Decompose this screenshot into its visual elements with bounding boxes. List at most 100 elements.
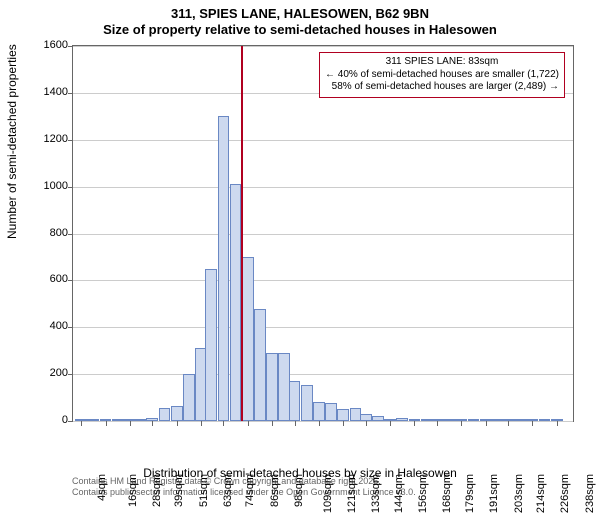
histogram-bar [289,381,301,421]
x-tick-label: 133sqm [370,474,382,513]
x-tick-label: 156sqm [417,474,429,513]
x-tick-mark [437,421,438,426]
y-tick-label: 400 [28,320,68,332]
y-tick-mark [68,327,73,328]
y-tick-label: 1600 [28,39,68,51]
y-tick-label: 1400 [28,86,68,98]
gridline-h [73,421,573,422]
x-tick-label: 238sqm [584,474,596,513]
annotation-line3: 58% of semi-detached houses are larger (… [325,81,559,94]
y-tick-label: 0 [28,414,68,426]
histogram-bar [134,419,146,421]
gridline-h [73,46,573,47]
annotation-box: 311 SPIES LANE: 83sqm ← 40% of semi-deta… [319,52,565,98]
gridline-h [73,327,573,328]
y-tick-label: 800 [28,227,68,239]
histogram-bar [396,418,408,421]
annotation-line2: ← 40% of semi-detached houses are smalle… [325,69,559,82]
y-tick-mark [68,374,73,375]
histogram-bar [205,269,217,421]
title-main: 311, SPIES LANE, HALESOWEN, B62 9BN [0,6,600,21]
x-tick-mark [81,421,82,426]
y-tick-label: 200 [28,367,68,379]
x-tick-mark [390,421,391,426]
y-tick-label: 1000 [28,180,68,192]
x-tick-label: 39sqm [173,474,185,507]
y-tick-mark [68,234,73,235]
gridline-h [73,140,573,141]
histogram-bar [159,408,171,421]
histogram-bar [87,419,99,421]
histogram-bar [266,353,278,421]
x-tick-label: 74sqm [244,474,256,507]
histogram-bar [218,116,230,421]
histogram-bar [490,419,502,421]
histogram-bar [372,416,384,421]
x-tick-mark [106,421,107,426]
x-tick-label: 191sqm [488,474,500,513]
x-tick-label: 214sqm [535,474,547,513]
x-tick-label: 28sqm [151,474,163,507]
histogram-bar [183,374,195,421]
x-tick-mark [486,421,487,426]
histogram-bar [242,257,254,421]
annotation-line1: 311 SPIES LANE: 83sqm [325,56,559,69]
histogram-bar [171,406,183,421]
x-tick-label: 4sqm [96,474,108,501]
histogram-bar [301,385,313,421]
gridline-h [73,234,573,235]
x-tick-mark [532,421,533,426]
x-tick-mark [223,421,224,426]
chart-container: 311, SPIES LANE, HALESOWEN, B62 9BN Size… [0,0,600,500]
y-tick-label: 1200 [28,133,68,145]
histogram-bar [443,419,455,421]
x-tick-label: 109sqm [322,474,334,513]
gridline-h [73,280,573,281]
gridline-h [73,374,573,375]
x-tick-label: 63sqm [222,474,234,507]
x-tick-label: 179sqm [464,474,476,513]
x-tick-mark [130,421,131,426]
histogram-bar [254,309,266,422]
title-sub: Size of property relative to semi-detach… [0,22,600,37]
x-tick-mark [248,421,249,426]
x-tick-mark [201,421,202,426]
x-tick-label: 203sqm [513,474,525,513]
x-tick-mark [177,421,178,426]
histogram-bar [112,419,124,421]
gridline-h [73,187,573,188]
x-tick-mark [152,421,153,426]
x-tick-label: 226sqm [559,474,571,513]
histogram-bar [313,402,325,421]
x-tick-label: 51sqm [198,474,210,507]
y-tick-mark [68,140,73,141]
y-axis-label: Number of semi-detached properties [5,44,19,239]
x-tick-mark [414,421,415,426]
x-tick-mark [366,421,367,426]
y-tick-mark [68,187,73,188]
histogram-bar [325,403,337,421]
y-tick-label: 600 [28,273,68,285]
plot-area: 311 SPIES LANE: 83sqm ← 40% of semi-deta… [72,45,574,422]
x-tick-label: 16sqm [127,474,139,507]
x-tick-label: 98sqm [293,474,305,507]
x-tick-mark [508,421,509,426]
y-tick-mark [68,280,73,281]
x-tick-mark [319,421,320,426]
y-tick-mark [68,421,73,422]
histogram-bar [337,409,349,421]
y-tick-mark [68,46,73,47]
x-tick-mark [343,421,344,426]
x-tick-mark [272,421,273,426]
x-tick-mark [461,421,462,426]
x-tick-mark [557,421,558,426]
x-tick-label: 144sqm [393,474,405,513]
y-tick-mark [68,93,73,94]
histogram-bar [468,419,480,421]
histogram-bar [514,419,526,421]
reference-line [241,46,243,421]
x-tick-mark [295,421,296,426]
x-tick-label: 86sqm [269,474,281,507]
x-tick-label: 168sqm [442,474,454,513]
histogram-bar [539,419,551,421]
